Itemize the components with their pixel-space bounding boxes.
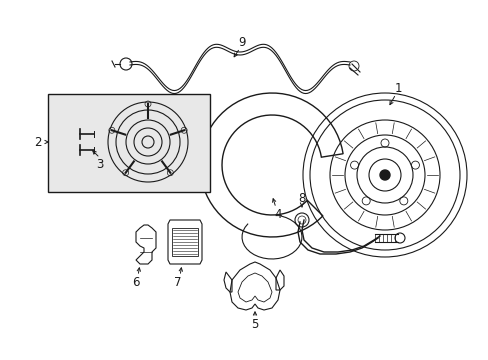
- Text: 7: 7: [174, 275, 182, 288]
- Text: 2: 2: [34, 135, 41, 149]
- Circle shape: [379, 170, 389, 180]
- FancyBboxPatch shape: [48, 94, 209, 192]
- Text: 9: 9: [238, 36, 245, 49]
- Text: 1: 1: [393, 81, 401, 95]
- Text: 4: 4: [274, 207, 281, 220]
- Text: 6: 6: [132, 275, 140, 288]
- Text: 8: 8: [298, 192, 305, 204]
- Text: 3: 3: [96, 158, 103, 171]
- Text: 5: 5: [251, 318, 258, 330]
